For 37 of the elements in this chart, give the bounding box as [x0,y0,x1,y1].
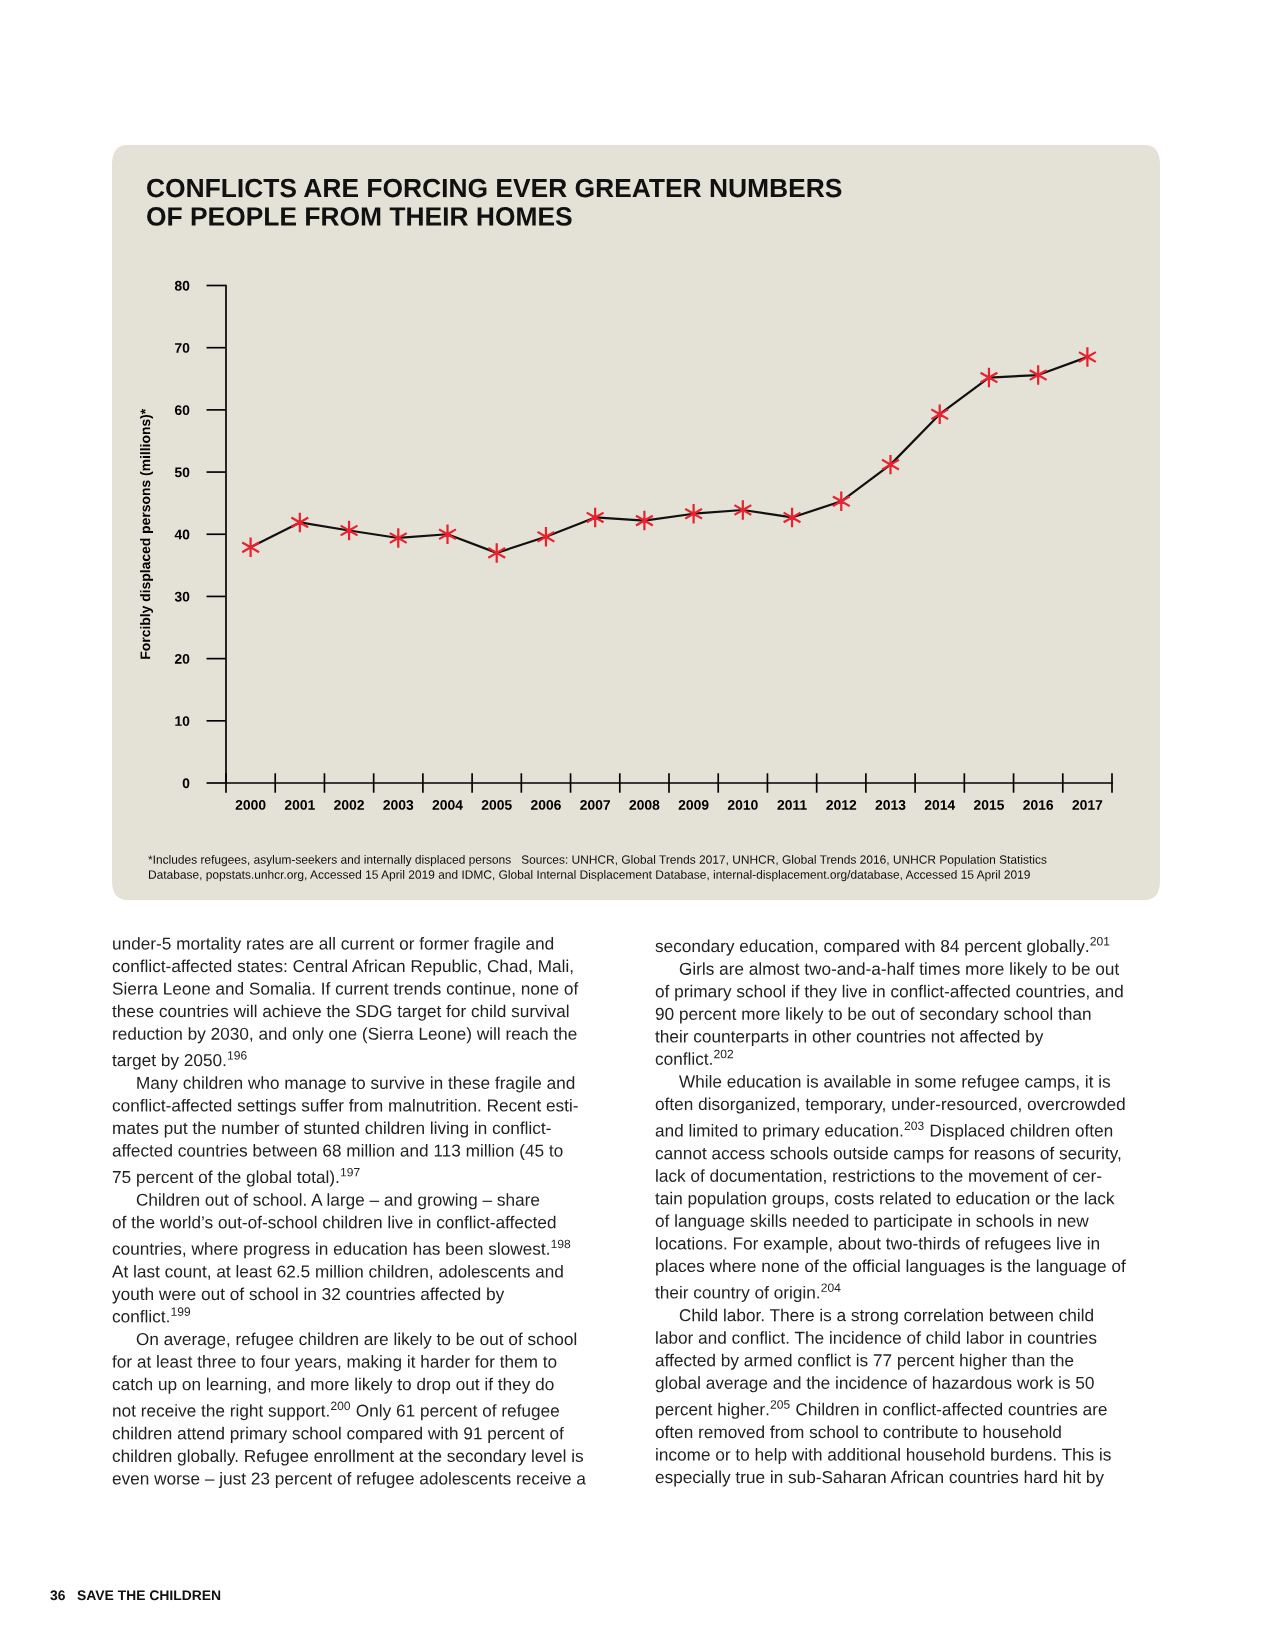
y-tick-label: 40 [174,529,190,540]
x-tick-label: 2015 [973,800,1005,810]
x-tick-label: 2009 [678,800,709,810]
y-tick-label: 10 [175,716,190,726]
x-tick-label: 2016 [1023,800,1054,810]
y-tick-label: 80 [174,280,190,291]
x-tick-label: 2005 [481,800,512,810]
y-tick-label: 70 [175,343,190,353]
x-tick-label: 2002 [334,800,364,810]
text: secondary education, compared with 84 percent globally.$^{201}$ Girls are almost two-and-a-half times more likely to be out of primary school if they live in conflict-affected countries, and 90 percent more likely to be out of secondary school than their counterparts in other countries not affected by conflict.$^{202}$ While education is available in some refugee camps, it is often disorganized, temporary, under-resourced, overcrowded and limited to primary education.$^{203}$ Displaced children often cannot access schools outside camps for reasons of security, lack of documentation, restrictions to the movement of cer- tain population groups, costs related to education or the lack of language skills needed to participate in schools in new locations. For example, about two-thirds of refugees live in places where none of the official languages is the language of their country of origin.$^{204}$ Child labor. There is a strong correlation between child labor and conflict. The incidence of child labor in countries affected by armed conflict is 77 percent higher than the global average and the incidence of hazardous work is 50 percent higher.$^{205}$ Children in conflict-affected countries are often removed from school to contribute to household income or to help with additional household burdens. This is especially true in sub-Saharan African countries hard hit by [655,937,1126,1487]
y-tick-label: 20 [174,653,190,664]
x-tick-label: 2007 [580,800,611,810]
chart-title: CONFLICTS ARE FORCING EVER GREATER NUMBERS OF PEOPLE FROM THEIR HOMES [147,178,842,226]
text: 36 SAVE THE CHILDREN [50,1590,221,1601]
y-tick-label: 60 [174,405,190,416]
point [241,536,261,559]
text: *Includes refugees, asylum-seekers and internally displaced persons Sources: UNHCR, Global Trends 2017, UNHCR, Global Trends 2016, UNHCR Population Statistics Database, popstats.unhcr.org, Accessed 15 April 2019 and IDMC, Global Internal Displacement Database, internal-displacement.org/database, Accessed 15 April 2019 [148,855,1047,882]
x-tick-label: 2001 [284,800,315,810]
point [880,453,901,476]
x-tick-label: 2011 [777,800,807,810]
x-tick-label: 2004 [432,800,463,810]
x-tick-label: 2006 [530,800,561,810]
y-tick-label: 0 [182,778,190,789]
point [684,502,704,525]
text: under-5 mortality rates are all current or former fragile and conflict-affected states: Central African Republic, Chad, Mali, Sierra Leone and Somalia. If current trends continue, none of these countries will achieve the SDG target for child survival reduction by 2030, and only one (Sierra Leone) will reach the target by 2050.$^{196}$ Many children who manage to survive in these fragile and conflict-affected settings suffer from malnutrition. Recent esti- mates put the number of stunted children living in conflict- affected countries between 68 million and 113 million (45 to 75 percent of the global total).$^{197}$ Children out of school. A large – and growing – share of the world’s out-of-school children live in conflict-affected countries, where progress in education has been slowest.$^{198}$ At last count, at least 62.5 million children, adolescents and youth were out of school in 32 countries affected by conflict.$^{199}$ On average, refugee children are likely to be out of school for at least three to four years, making it harder for them to catch up on learning, and more likely to drop out if they do not receive the right support.$^{200}$ Only 61 percent of refugee children attend primary school compared with 91 percent of children globally. Refugee enrollment at the secondary level is even worse – just 23 percent of refugee adolescents receive a [112,937,586,1489]
x-tick-label: 2010 [727,800,758,810]
x-tick-label: 2013 [875,800,906,810]
y-tick-label: 50 [174,467,190,478]
x-tick-label: 2008 [629,800,660,810]
x-tick-label: 2000 [235,800,266,810]
x-tick-label: 2014 [924,800,956,810]
x-tick-label: 2003 [383,800,414,810]
point [437,523,458,546]
x-tick-label: 2012 [826,800,857,810]
x-tick-label: 2017 [1072,800,1103,810]
y-axis-title: Forcibly displaced persons (millions)* [140,408,153,659]
y-tick-label: 30 [174,591,190,602]
